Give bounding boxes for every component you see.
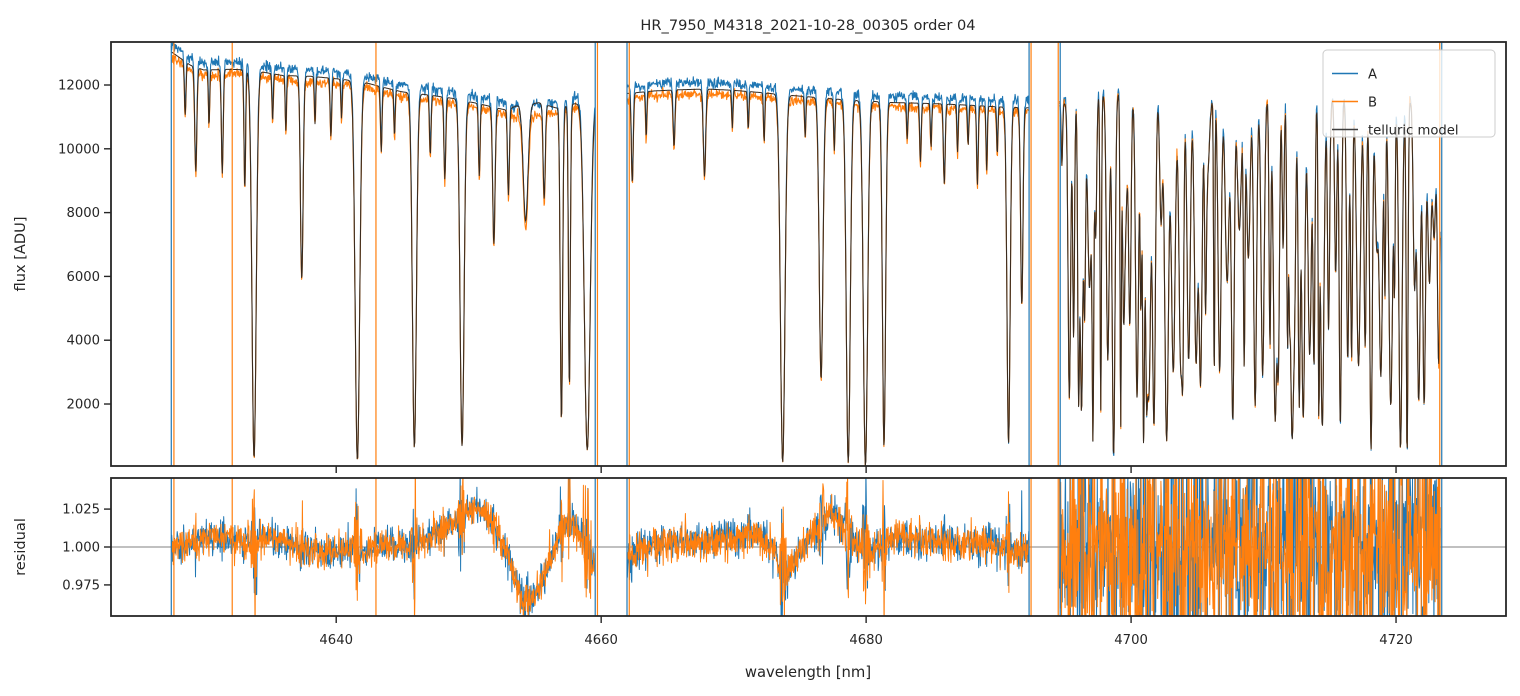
residual-y-axis-label: residual <box>12 518 29 576</box>
flux-y-tick-label: 12000 <box>58 79 100 94</box>
series-A-flux-segment-1 <box>626 76 1030 465</box>
residual-y-tick-label: 1.025 <box>62 503 100 518</box>
series-B-residual-segment-2 <box>1059 478 1441 616</box>
legend-label: B <box>1368 95 1377 110</box>
series-telluric-model-segment-0 <box>171 51 596 460</box>
axes: 4640 4660 4680 4700 4720 2000 4000 6000 8000 1000… <box>58 41 1507 648</box>
flux-y-tick-label: 6000 <box>66 270 100 285</box>
residual-panel-series <box>111 478 1506 616</box>
x-tick-label: 4660 <box>584 633 618 648</box>
series-B-flux-segment-0 <box>170 54 596 460</box>
flux-y-tick-label: 4000 <box>66 334 100 349</box>
flux-panel-frame <box>110 41 1507 467</box>
series-A-residual-segment-1 <box>626 478 1030 616</box>
x-tick-label: 4720 <box>1379 633 1413 648</box>
legend-box <box>1322 49 1496 138</box>
x-tick-label: 4680 <box>849 633 883 648</box>
flux-y-tick-label: 2000 <box>66 398 100 413</box>
series-telluric-model-segment-2 <box>1059 94 1441 454</box>
x-tick-label: 4640 <box>319 633 353 648</box>
flux-panel-series <box>170 42 1443 466</box>
plot-title: HR_7950_M4318_2021-10-28_00305 order 04 <box>640 17 975 34</box>
legend-label: telluric model <box>1368 123 1459 138</box>
series-A-residual-segment-0 <box>170 478 596 616</box>
flux-y-tick-label: 10000 <box>58 142 100 157</box>
legend-label: A <box>1368 67 1377 82</box>
flux-y-tick-label: 8000 <box>66 206 100 221</box>
series-B-residual-segment-1 <box>626 478 1030 616</box>
series-telluric-model-segment-1 <box>627 88 1029 466</box>
flux-y-axis-label: flux [ADU] <box>12 216 29 291</box>
series-B-flux-segment-1 <box>626 86 1030 466</box>
x-tick-label: 4700 <box>1114 633 1148 648</box>
x-axis-label: wavelength [nm] <box>745 664 871 681</box>
series-B-residual-segment-0 <box>170 478 596 616</box>
residual-y-tick-label: 1.000 <box>62 541 100 556</box>
residual-y-tick-label: 0.975 <box>62 578 100 593</box>
